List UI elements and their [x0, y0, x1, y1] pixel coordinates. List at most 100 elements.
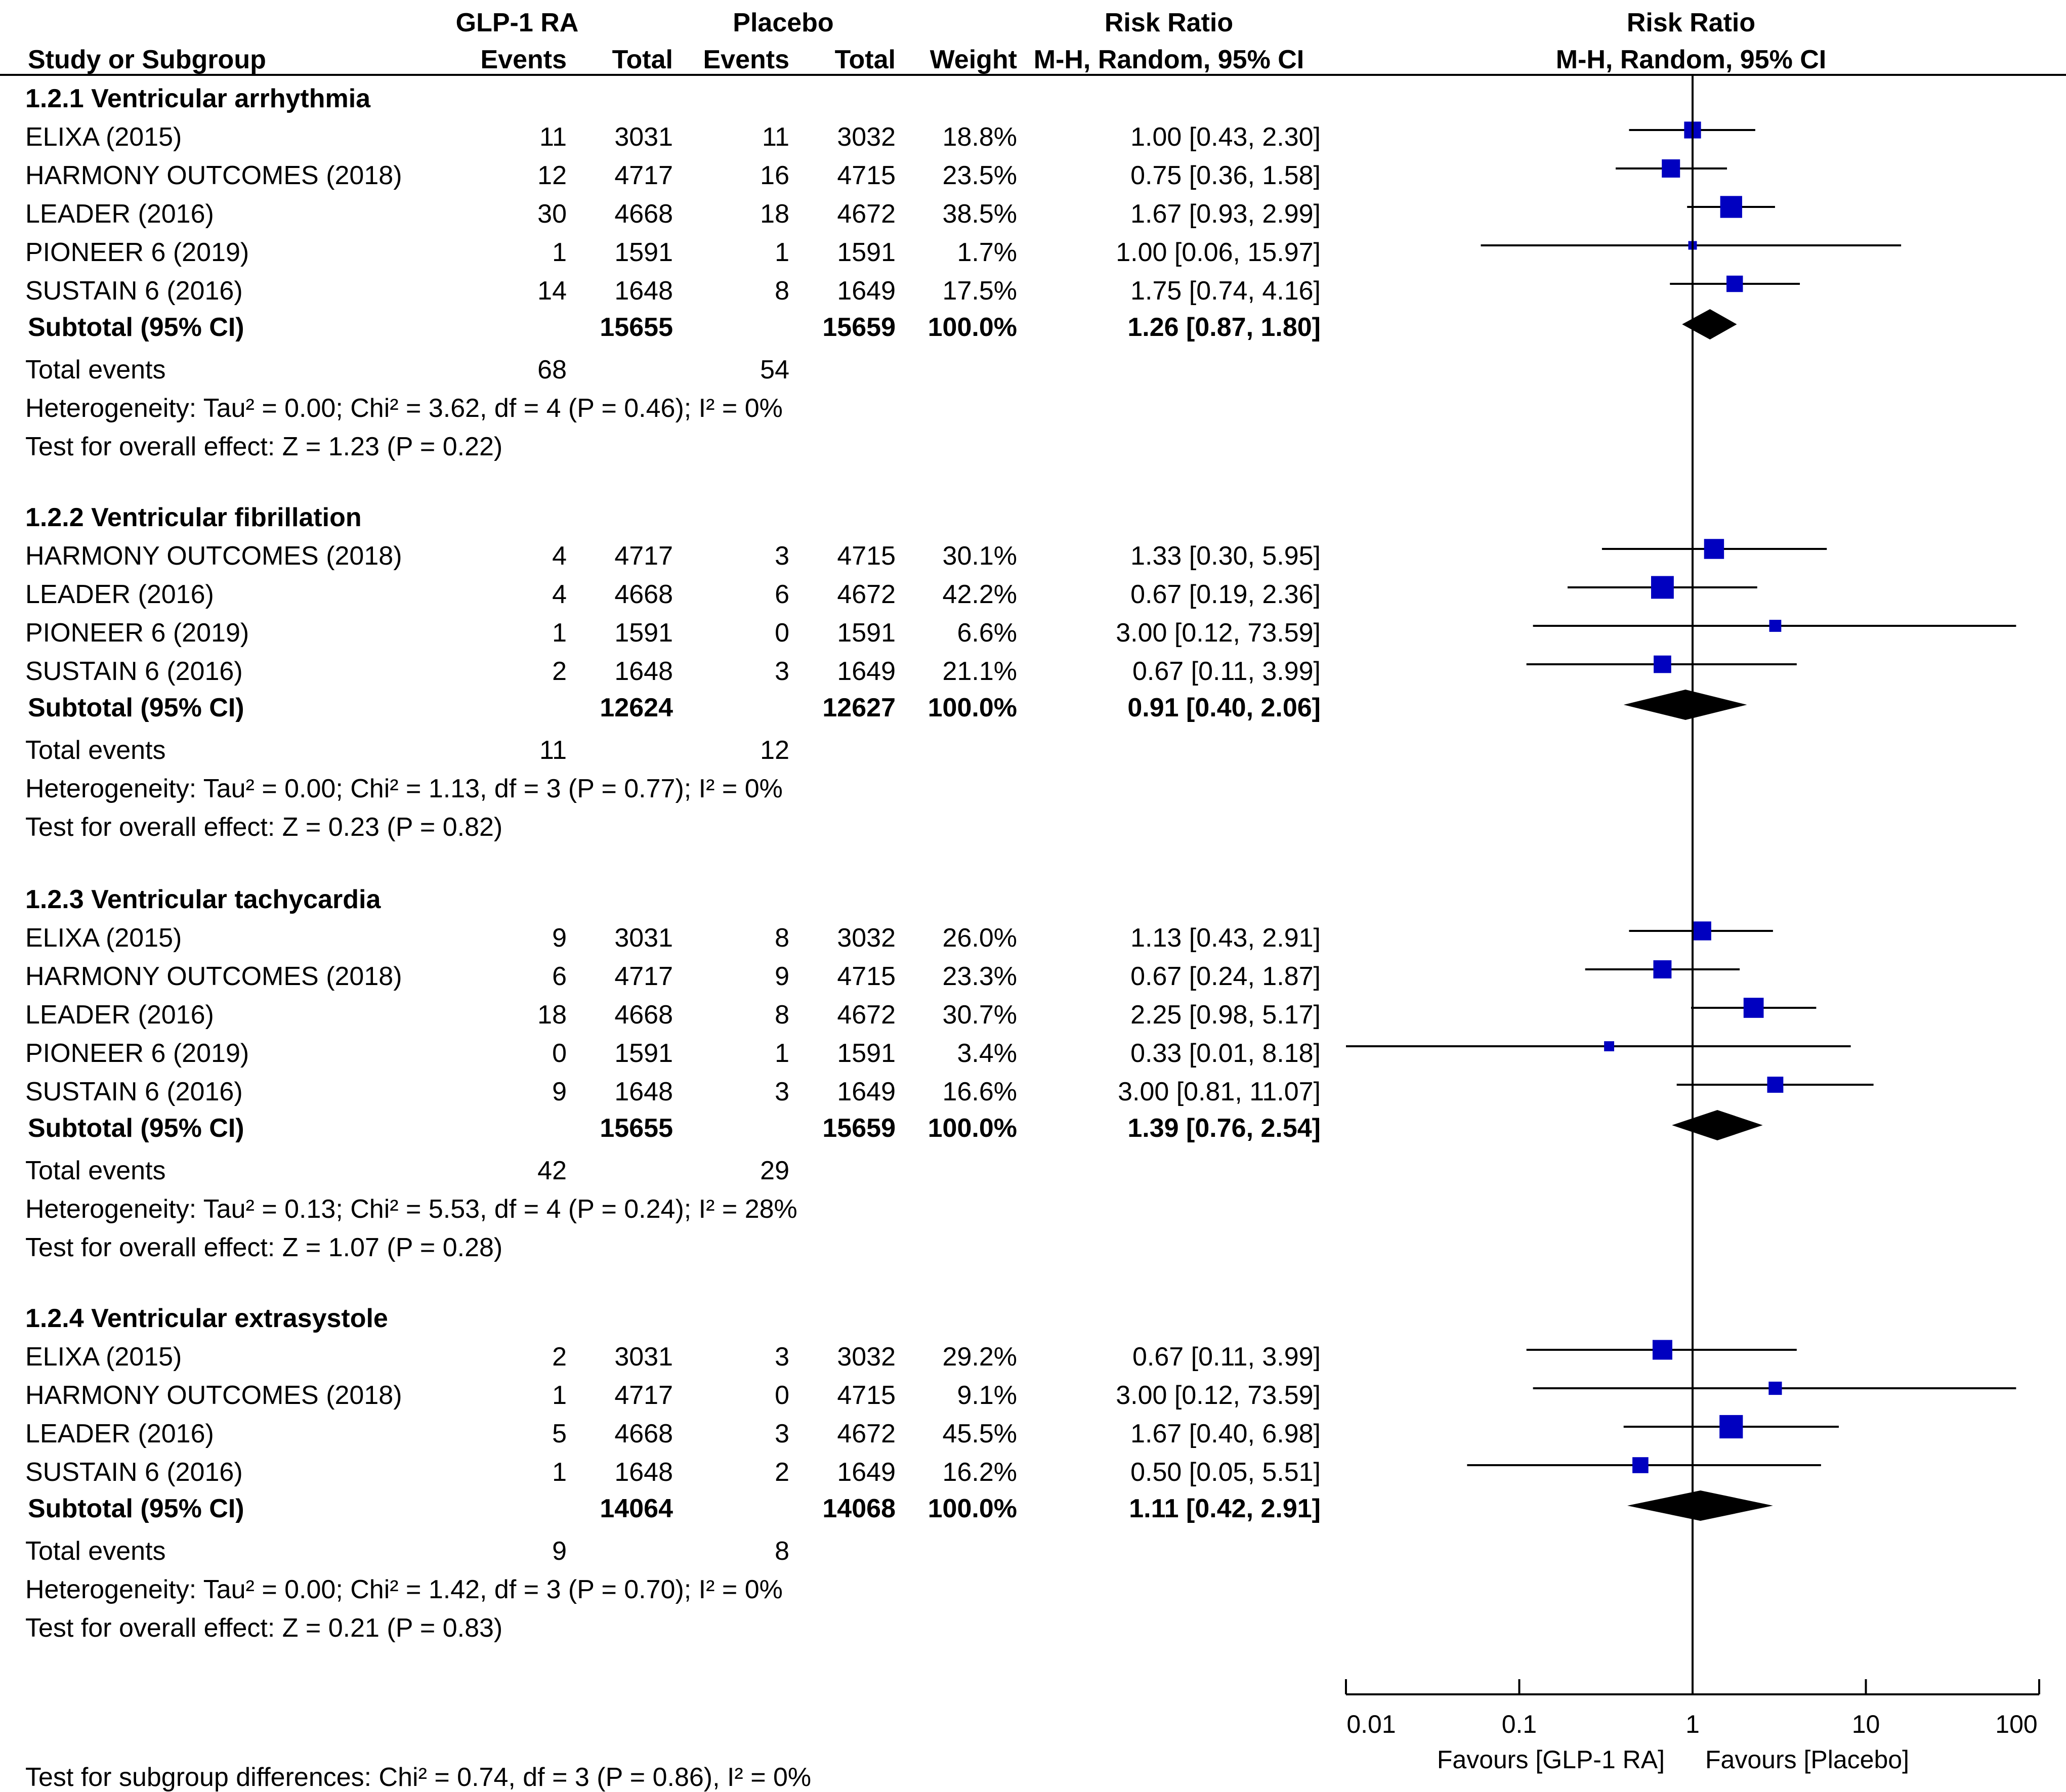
- study-risk-ratio: 2.25 [0.98, 5.17]: [1130, 1002, 1321, 1028]
- study-events-glp1: 6: [552, 963, 567, 990]
- study-risk-ratio: 0.50 [0.05, 5.51]: [1130, 1459, 1321, 1485]
- study-total-glp1: 4717: [614, 1382, 673, 1409]
- study-name: HARMONY OUTCOMES (2018): [25, 963, 402, 990]
- study-risk-ratio: 1.67 [0.93, 2.99]: [1130, 201, 1321, 227]
- total-events-placebo: 8: [775, 1538, 789, 1564]
- subtotal-risk-ratio: 1.39 [0.76, 2.54]: [1127, 1115, 1321, 1141]
- study-events-glp1: 0: [552, 1040, 567, 1066]
- study-events-glp1: 1: [552, 620, 567, 646]
- heterogeneity-text: Heterogeneity: Tau² = 0.00; Chi² = 3.62,…: [25, 395, 783, 421]
- study-events-glp1: 2: [552, 1344, 567, 1370]
- study-point-estimate: [1726, 276, 1743, 292]
- study-total-placebo: 3032: [837, 1344, 896, 1370]
- study-events-placebo: 8: [775, 1002, 789, 1028]
- study-weight: 42.2%: [943, 581, 1017, 608]
- study-name: SUSTAIN 6 (2016): [25, 1079, 243, 1105]
- study-events-placebo: 9: [775, 963, 789, 990]
- study-point-estimate: [1651, 576, 1674, 599]
- heterogeneity-text: Heterogeneity: Tau² = 0.00; Chi² = 1.42,…: [25, 1576, 783, 1603]
- study-events-glp1: 9: [552, 925, 567, 951]
- study-risk-ratio: 1.75 [0.74, 4.16]: [1130, 278, 1321, 304]
- subtotal-label: Subtotal (95% CI): [28, 695, 244, 721]
- study-events-placebo: 0: [775, 1382, 789, 1409]
- study-point-estimate: [1653, 960, 1671, 978]
- study-total-glp1: 4668: [614, 1421, 673, 1447]
- study-name: PIONEER 6 (2019): [25, 1040, 249, 1066]
- subtotal-label: Subtotal (95% CI): [28, 314, 244, 340]
- total-events-glp1: 68: [537, 357, 567, 383]
- study-total-glp1: 1648: [614, 1079, 673, 1105]
- study-events-glp1: 11: [539, 124, 567, 150]
- study-total-placebo: 4672: [837, 1002, 896, 1028]
- study-total-placebo: 3032: [837, 124, 896, 150]
- overall-effect-text: Test for overall effect: Z = 0.21 (P = 0…: [25, 1615, 502, 1641]
- subtotal-total-glp1: 14064: [600, 1496, 673, 1522]
- heterogeneity-text: Heterogeneity: Tau² = 0.00; Chi² = 1.13,…: [25, 776, 783, 802]
- subtotal-total-glp1: 15655: [600, 314, 673, 340]
- study-events-glp1: 1: [552, 239, 567, 266]
- study-events-glp1: 9: [552, 1079, 567, 1105]
- study-events-placebo: 3: [775, 658, 789, 685]
- study-weight: 21.1%: [943, 658, 1017, 685]
- subgroup-differences-text: Test for subgroup differences: Chi² = 0.…: [25, 1764, 811, 1790]
- study-point-estimate: [1719, 1415, 1743, 1438]
- study-total-glp1: 4717: [614, 963, 673, 990]
- study-name: PIONEER 6 (2019): [25, 620, 249, 646]
- study-weight: 16.2%: [943, 1459, 1017, 1485]
- subtotal-total-placebo: 12627: [822, 695, 896, 721]
- study-events-placebo: 16: [760, 162, 789, 189]
- total-events-label: Total events: [25, 1158, 166, 1184]
- study-total-glp1: 4717: [614, 162, 673, 189]
- study-events-placebo: 1: [775, 239, 789, 266]
- total-events-label: Total events: [25, 1538, 166, 1564]
- study-total-glp1: 4717: [614, 543, 673, 569]
- study-events-glp1: 5: [552, 1421, 567, 1447]
- study-risk-ratio: 3.00 [0.12, 73.59]: [1116, 1382, 1321, 1409]
- study-name: LEADER (2016): [25, 201, 214, 227]
- study-total-placebo: 4715: [837, 1382, 896, 1409]
- study-risk-ratio: 1.00 [0.43, 2.30]: [1130, 124, 1321, 150]
- study-events-glp1: 2: [552, 658, 567, 685]
- header-study: Study or Subgroup: [28, 47, 266, 73]
- study-total-placebo: 1591: [837, 1040, 896, 1066]
- subtotal-diamond: [1682, 309, 1737, 339]
- study-events-placebo: 8: [775, 925, 789, 951]
- study-total-placebo: 4672: [837, 581, 896, 608]
- study-point-estimate: [1769, 620, 1782, 632]
- subtotal-total-placebo: 15659: [822, 314, 896, 340]
- total-events-glp1: 9: [552, 1538, 567, 1564]
- study-name: ELIXA (2015): [25, 124, 182, 150]
- subtotal-risk-ratio: 1.11 [0.42, 2.91]: [1129, 1496, 1321, 1522]
- study-events-placebo: 6: [775, 581, 789, 608]
- study-weight: 17.5%: [943, 278, 1017, 304]
- study-total-glp1: 1648: [614, 1459, 673, 1485]
- study-point-estimate: [1632, 1457, 1649, 1473]
- header-rr-method: M-H, Random, 95% CI: [865, 47, 1472, 73]
- study-weight: 18.8%: [943, 124, 1017, 150]
- total-events-placebo: 12: [760, 737, 789, 763]
- subtotal-risk-ratio: 1.26 [0.87, 1.80]: [1127, 314, 1321, 340]
- study-total-placebo: 4715: [837, 543, 896, 569]
- study-point-estimate: [1692, 921, 1711, 940]
- study-risk-ratio: 1.13 [0.43, 2.91]: [1130, 925, 1321, 951]
- study-total-placebo: 1649: [837, 278, 896, 304]
- study-risk-ratio: 1.33 [0.30, 5.95]: [1130, 543, 1321, 569]
- study-weight: 1.7%: [957, 239, 1017, 266]
- study-total-placebo: 4715: [837, 963, 896, 990]
- study-total-placebo: 1649: [837, 658, 896, 685]
- subtotal-diamond: [1624, 690, 1747, 720]
- study-events-placebo: 3: [775, 543, 789, 569]
- total-events-glp1: 42: [537, 1158, 567, 1184]
- study-events-glp1: 4: [552, 581, 567, 608]
- x-axis-tick-label: 100: [1713, 1712, 2066, 1737]
- study-events-placebo: 2: [775, 1459, 789, 1485]
- study-weight: 29.2%: [943, 1344, 1017, 1370]
- subtotal-diamond: [1672, 1110, 1762, 1140]
- study-total-glp1: 4668: [614, 1002, 673, 1028]
- study-events-glp1: 1: [552, 1459, 567, 1485]
- study-total-glp1: 1591: [614, 239, 673, 266]
- subtotal-weight: 100.0%: [928, 695, 1017, 721]
- study-risk-ratio: 0.75 [0.36, 1.58]: [1130, 162, 1321, 189]
- study-name: SUSTAIN 6 (2016): [25, 1459, 243, 1485]
